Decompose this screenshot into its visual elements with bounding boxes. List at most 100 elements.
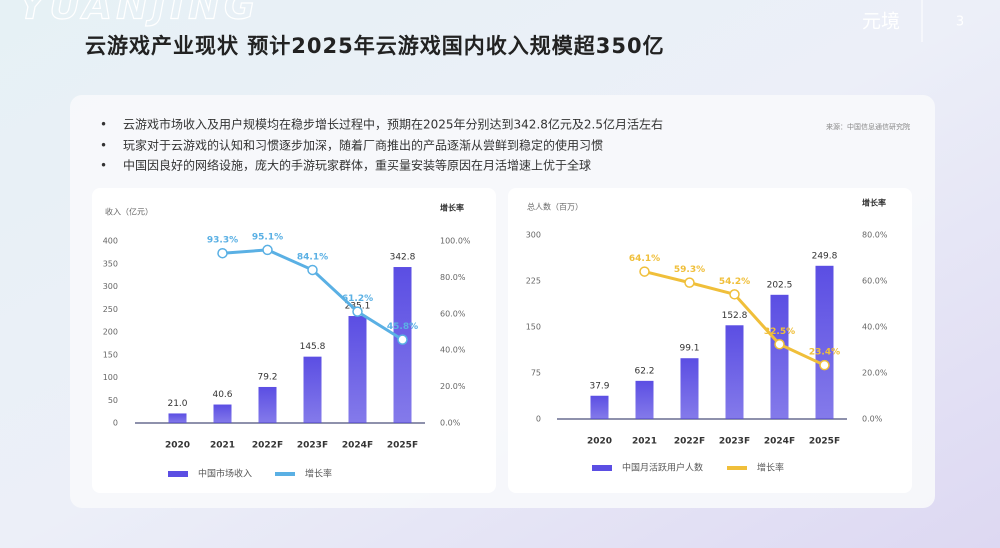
chart-panel — [508, 188, 912, 493]
x-tick-label: 2024F — [764, 437, 795, 447]
growth-label: 61.2% — [342, 294, 373, 304]
x-tick-label: 2023F — [719, 437, 750, 447]
y-tick-label: 75 — [531, 369, 541, 378]
y2-tick-label: 80.0% — [862, 231, 888, 240]
legend-label: 中国市场收入 — [198, 468, 252, 480]
bar — [590, 395, 609, 419]
bullet-dot: • — [100, 139, 107, 153]
bar — [348, 316, 367, 423]
bar — [258, 386, 277, 423]
growth-label: 59.3% — [674, 265, 705, 275]
legend-label: 增长率 — [305, 468, 332, 480]
y-tick-label: 50 — [108, 396, 118, 405]
growth-point — [819, 359, 830, 371]
growth-label: 64.1% — [629, 254, 660, 264]
x-tick-label: 2021 — [632, 437, 657, 447]
bar — [303, 356, 322, 423]
growth-label: 84.1% — [297, 252, 328, 262]
bar — [815, 265, 834, 419]
x-tick-label: 2024F — [342, 441, 373, 451]
bar-label: 202.5 — [767, 280, 793, 290]
growth-point — [352, 306, 363, 317]
y-tick-label: 300 — [103, 282, 118, 291]
x-tick-label: 2025F — [809, 437, 840, 447]
bar — [725, 325, 744, 419]
x-tick-label: 2022F — [674, 437, 705, 447]
x-tick-label: 2020 — [165, 441, 190, 451]
y-tick-label: 300 — [526, 231, 541, 240]
bar-label: 152.8 — [722, 311, 748, 321]
y-tick-label: 400 — [103, 237, 118, 246]
logo: 元境 — [862, 11, 900, 33]
y2-tick-label: 20.0% — [440, 382, 466, 391]
growth-point — [217, 247, 228, 259]
bullet: 云游戏市场收入及用户规模均在稳步增长过程中，预期在2025年分别达到342.8亿… — [123, 117, 663, 132]
y-tick-label: 350 — [103, 259, 118, 268]
y2-tick-label: 80.0% — [440, 273, 466, 282]
growth-label: 23.4% — [809, 348, 840, 358]
x-tick-label: 2025F — [387, 441, 418, 451]
bar-label: 37.9 — [589, 381, 609, 391]
bar-label: 342.8 — [390, 253, 416, 263]
x-tick-label: 2023F — [297, 441, 328, 451]
y2-tick-label: 60.0% — [862, 277, 888, 286]
bar-label: 249.8 — [812, 251, 838, 261]
bar — [770, 294, 789, 419]
bullet: 中国因良好的网络设施，庞大的手游玩家群体，重买量安装等原因在月活增速上优于全球 — [123, 158, 591, 173]
y-tick-label: 100 — [103, 373, 118, 382]
bar-label: 40.6 — [212, 390, 232, 400]
y2-axis-title: 增长率 — [862, 198, 886, 208]
page-number: 3 — [956, 15, 964, 30]
bar-label: 79.2 — [257, 372, 277, 382]
growth-point — [774, 339, 785, 350]
growth-point — [307, 264, 318, 276]
growth-point — [729, 289, 740, 300]
growth-label: 45.8% — [387, 322, 418, 332]
y-tick-label: 150 — [526, 323, 541, 332]
growth-label: 93.3% — [207, 236, 238, 246]
y2-tick-label: 40.0% — [440, 346, 466, 355]
bar-label: 145.8 — [300, 342, 326, 352]
y2-tick-label: 0.0% — [440, 419, 461, 428]
y-axis-title: 总人数（百万） — [527, 202, 583, 212]
growth-point — [262, 244, 273, 256]
watermark: YUANJING — [18, 0, 259, 28]
bar — [680, 358, 699, 419]
growth-label: 95.1% — [252, 232, 283, 242]
slide-title: 云游戏产业现状 预计2025年云游戏国内收入规模超350亿 — [85, 34, 665, 58]
x-tick-label: 2020 — [587, 437, 612, 447]
y2-tick-label: 0.0% — [862, 415, 883, 424]
y2-tick-label: 40.0% — [862, 323, 888, 332]
growth-point — [397, 334, 408, 345]
y-tick-label: 0 — [536, 415, 541, 424]
y-tick-label: 250 — [103, 305, 118, 314]
growth-point — [684, 277, 695, 288]
y2-axis-title: 增长率 — [440, 203, 464, 213]
legend-label: 中国月活跃用户人数 — [622, 462, 703, 474]
y-tick-label: 150 — [103, 350, 118, 359]
x-tick-label: 2021 — [210, 441, 235, 451]
growth-label: 32.5% — [764, 327, 795, 337]
bar — [168, 413, 187, 423]
y-tick-label: 225 — [526, 277, 541, 286]
growth-label: 54.2% — [719, 277, 750, 287]
bullet-dot: • — [100, 118, 107, 132]
bar — [635, 380, 654, 419]
legend-swatch — [592, 465, 612, 471]
y2-tick-label: 20.0% — [862, 369, 888, 378]
legend-swatch — [168, 471, 188, 477]
bullet: 玩家对于云游戏的认知和习惯逐步加深，随着厂商推出的产品逐渐从尝鲜到稳定的使用习惯 — [123, 138, 603, 153]
source: 来源：中国信息通信研究院 — [826, 122, 910, 131]
bar-label: 99.1 — [679, 344, 699, 354]
chart-panel — [92, 188, 496, 493]
bar-label: 21.0 — [167, 399, 187, 409]
bar — [213, 404, 232, 423]
y-axis-title: 收入（亿元） — [105, 207, 153, 217]
y2-tick-label: 100.0% — [440, 237, 471, 246]
y-tick-label: 0 — [113, 419, 118, 428]
y-tick-label: 200 — [103, 328, 118, 337]
bar-label: 62.2 — [634, 366, 654, 376]
bar — [393, 267, 412, 423]
y2-tick-label: 60.0% — [440, 309, 466, 318]
